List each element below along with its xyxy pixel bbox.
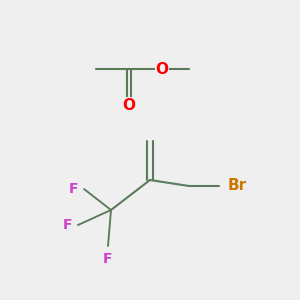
Text: F: F [68, 182, 78, 196]
Text: Br: Br [228, 178, 247, 194]
Text: O: O [155, 61, 169, 76]
Text: F: F [103, 252, 113, 266]
Text: O: O [122, 98, 136, 112]
Text: F: F [62, 218, 72, 232]
